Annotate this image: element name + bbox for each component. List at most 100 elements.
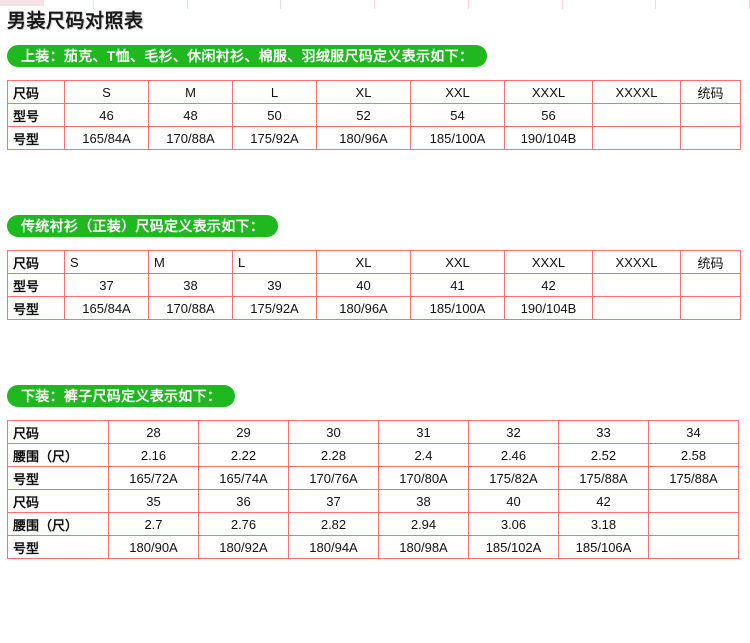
table-cell: 170/76A <box>288 466 379 490</box>
table-cell: 42 <box>558 489 649 513</box>
remnant-cell <box>94 0 188 9</box>
table-cell: 2.46 <box>468 443 559 467</box>
table-cell: 175/82A <box>468 466 559 490</box>
row-label: 型号 <box>7 103 65 127</box>
row-label: 号型 <box>7 296 65 320</box>
table-cell: 165/84A <box>64 296 149 320</box>
table-cell: 2.28 <box>288 443 379 467</box>
table-cell: 41 <box>410 273 505 297</box>
table-cell: 31 <box>378 420 469 444</box>
table-cell: 37 <box>288 489 379 513</box>
table-cell <box>680 273 741 297</box>
remnant-pink-block <box>0 0 44 6</box>
row-label: 尺码 <box>7 489 109 513</box>
table-cell <box>648 489 739 513</box>
table-cell <box>592 296 681 320</box>
table-cell: 180/90A <box>108 535 199 559</box>
table-cell: 52 <box>316 103 411 127</box>
remnant-cell <box>375 0 469 9</box>
table-cell: 28 <box>108 420 199 444</box>
table-row: 号型 165/84A 170/88A 175/92A 180/96A 185/1… <box>7 296 741 320</box>
page-title: 男装尺码对照表 <box>7 11 144 32</box>
table-cell: S <box>64 250 149 274</box>
row-label: 号型 <box>7 126 65 150</box>
table-cell: 34 <box>648 420 739 444</box>
table-row: 尺码 S M L XL XXL XXXL XXXXL 统码 <box>7 80 741 104</box>
table-cell: 175/88A <box>558 466 649 490</box>
table-cell: 180/92A <box>198 535 289 559</box>
table-cell: 2.52 <box>558 443 649 467</box>
table-cell: L <box>232 80 317 104</box>
remnant-cell <box>188 0 282 9</box>
table-cell: 175/92A <box>232 296 317 320</box>
table-cell: 185/106A <box>558 535 649 559</box>
table-cell: 36 <box>198 489 289 513</box>
row-label: 尺码 <box>7 420 109 444</box>
table-cell: XXL <box>410 80 505 104</box>
remnant-row <box>0 0 750 9</box>
table-cell: XXXXL <box>592 80 681 104</box>
table-cell: 2.94 <box>378 512 469 536</box>
remnant-cell <box>469 0 563 9</box>
row-label: 尺码 <box>7 80 65 104</box>
size-table-pants: 尺码 28 29 30 31 32 33 34 腰围（尺） 2.16 2.22 … <box>7 420 739 559</box>
table-cell: 统码 <box>680 250 741 274</box>
remnant-cell <box>563 0 657 9</box>
table-cell: 3.06 <box>468 512 559 536</box>
table-cell: 180/96A <box>316 296 411 320</box>
table-row: 型号 37 38 39 40 41 42 <box>7 273 741 297</box>
table-cell: 185/100A <box>410 126 505 150</box>
table-cell: XXXL <box>504 250 593 274</box>
table-cell: 40 <box>468 489 559 513</box>
table-cell: M <box>148 250 233 274</box>
section-header-upper-wear: 上装：茄克、T恤、毛衫、休闲衬衫、棉服、羽绒服尺码定义表示如下： <box>7 45 488 67</box>
table-cell <box>680 296 741 320</box>
table-cell: 40 <box>316 273 411 297</box>
table-cell: 180/94A <box>288 535 379 559</box>
size-table-dress-shirt: 尺码 S M L XL XXL XXXL XXXXL 统码 型号 37 38 3… <box>7 250 741 320</box>
table-row: 号型 165/72A 165/74A 170/76A 170/80A 175/8… <box>7 466 739 490</box>
section-header-lower-wear: 下装：裤子尺码定义表示如下： <box>7 385 236 407</box>
table-cell: XXXL <box>504 80 593 104</box>
remnant-cell <box>0 0 94 9</box>
table-cell: 190/104B <box>504 296 593 320</box>
table-cell <box>592 273 681 297</box>
table-cell <box>680 126 741 150</box>
row-label: 腰围（尺） <box>7 512 109 536</box>
table-row: 尺码 28 29 30 31 32 33 34 <box>7 420 739 444</box>
table-cell: 29 <box>198 420 289 444</box>
table-cell: 32 <box>468 420 559 444</box>
table-row: 尺码 S M L XL XXL XXXL XXXXL 统码 <box>7 250 741 274</box>
table-cell: 统码 <box>680 80 741 104</box>
table-cell: 39 <box>232 273 317 297</box>
table-cell: 185/102A <box>468 535 559 559</box>
table-cell: L <box>232 250 317 274</box>
row-label: 腰围（尺） <box>7 443 109 467</box>
row-label: 号型 <box>7 466 109 490</box>
table-cell: 46 <box>64 103 149 127</box>
table-cell: 175/92A <box>232 126 317 150</box>
table-cell: 2.4 <box>378 443 469 467</box>
table-cell: 185/100A <box>410 296 505 320</box>
table-cell: 165/84A <box>64 126 149 150</box>
remnant-cell <box>281 0 375 9</box>
table-cell: XL <box>316 250 411 274</box>
table-cell: S <box>64 80 149 104</box>
table-cell: 3.18 <box>558 512 649 536</box>
row-label: 型号 <box>7 273 65 297</box>
table-cell: 37 <box>64 273 149 297</box>
table-cell: 54 <box>410 103 505 127</box>
table-cell: 50 <box>232 103 317 127</box>
table-cell: 170/88A <box>148 296 233 320</box>
table-cell: 2.58 <box>648 443 739 467</box>
section-header-label: 传统衬衫（正装）尺码定义表示如下： <box>7 215 279 237</box>
table-cell <box>648 535 739 559</box>
table-row: 尺码 35 36 37 38 40 42 <box>7 489 739 513</box>
row-label: 号型 <box>7 535 109 559</box>
table-cell: 175/88A <box>648 466 739 490</box>
table-cell: 56 <box>504 103 593 127</box>
table-cell: 30 <box>288 420 379 444</box>
table-cell: 165/72A <box>108 466 199 490</box>
table-cell: XXXXL <box>592 250 681 274</box>
